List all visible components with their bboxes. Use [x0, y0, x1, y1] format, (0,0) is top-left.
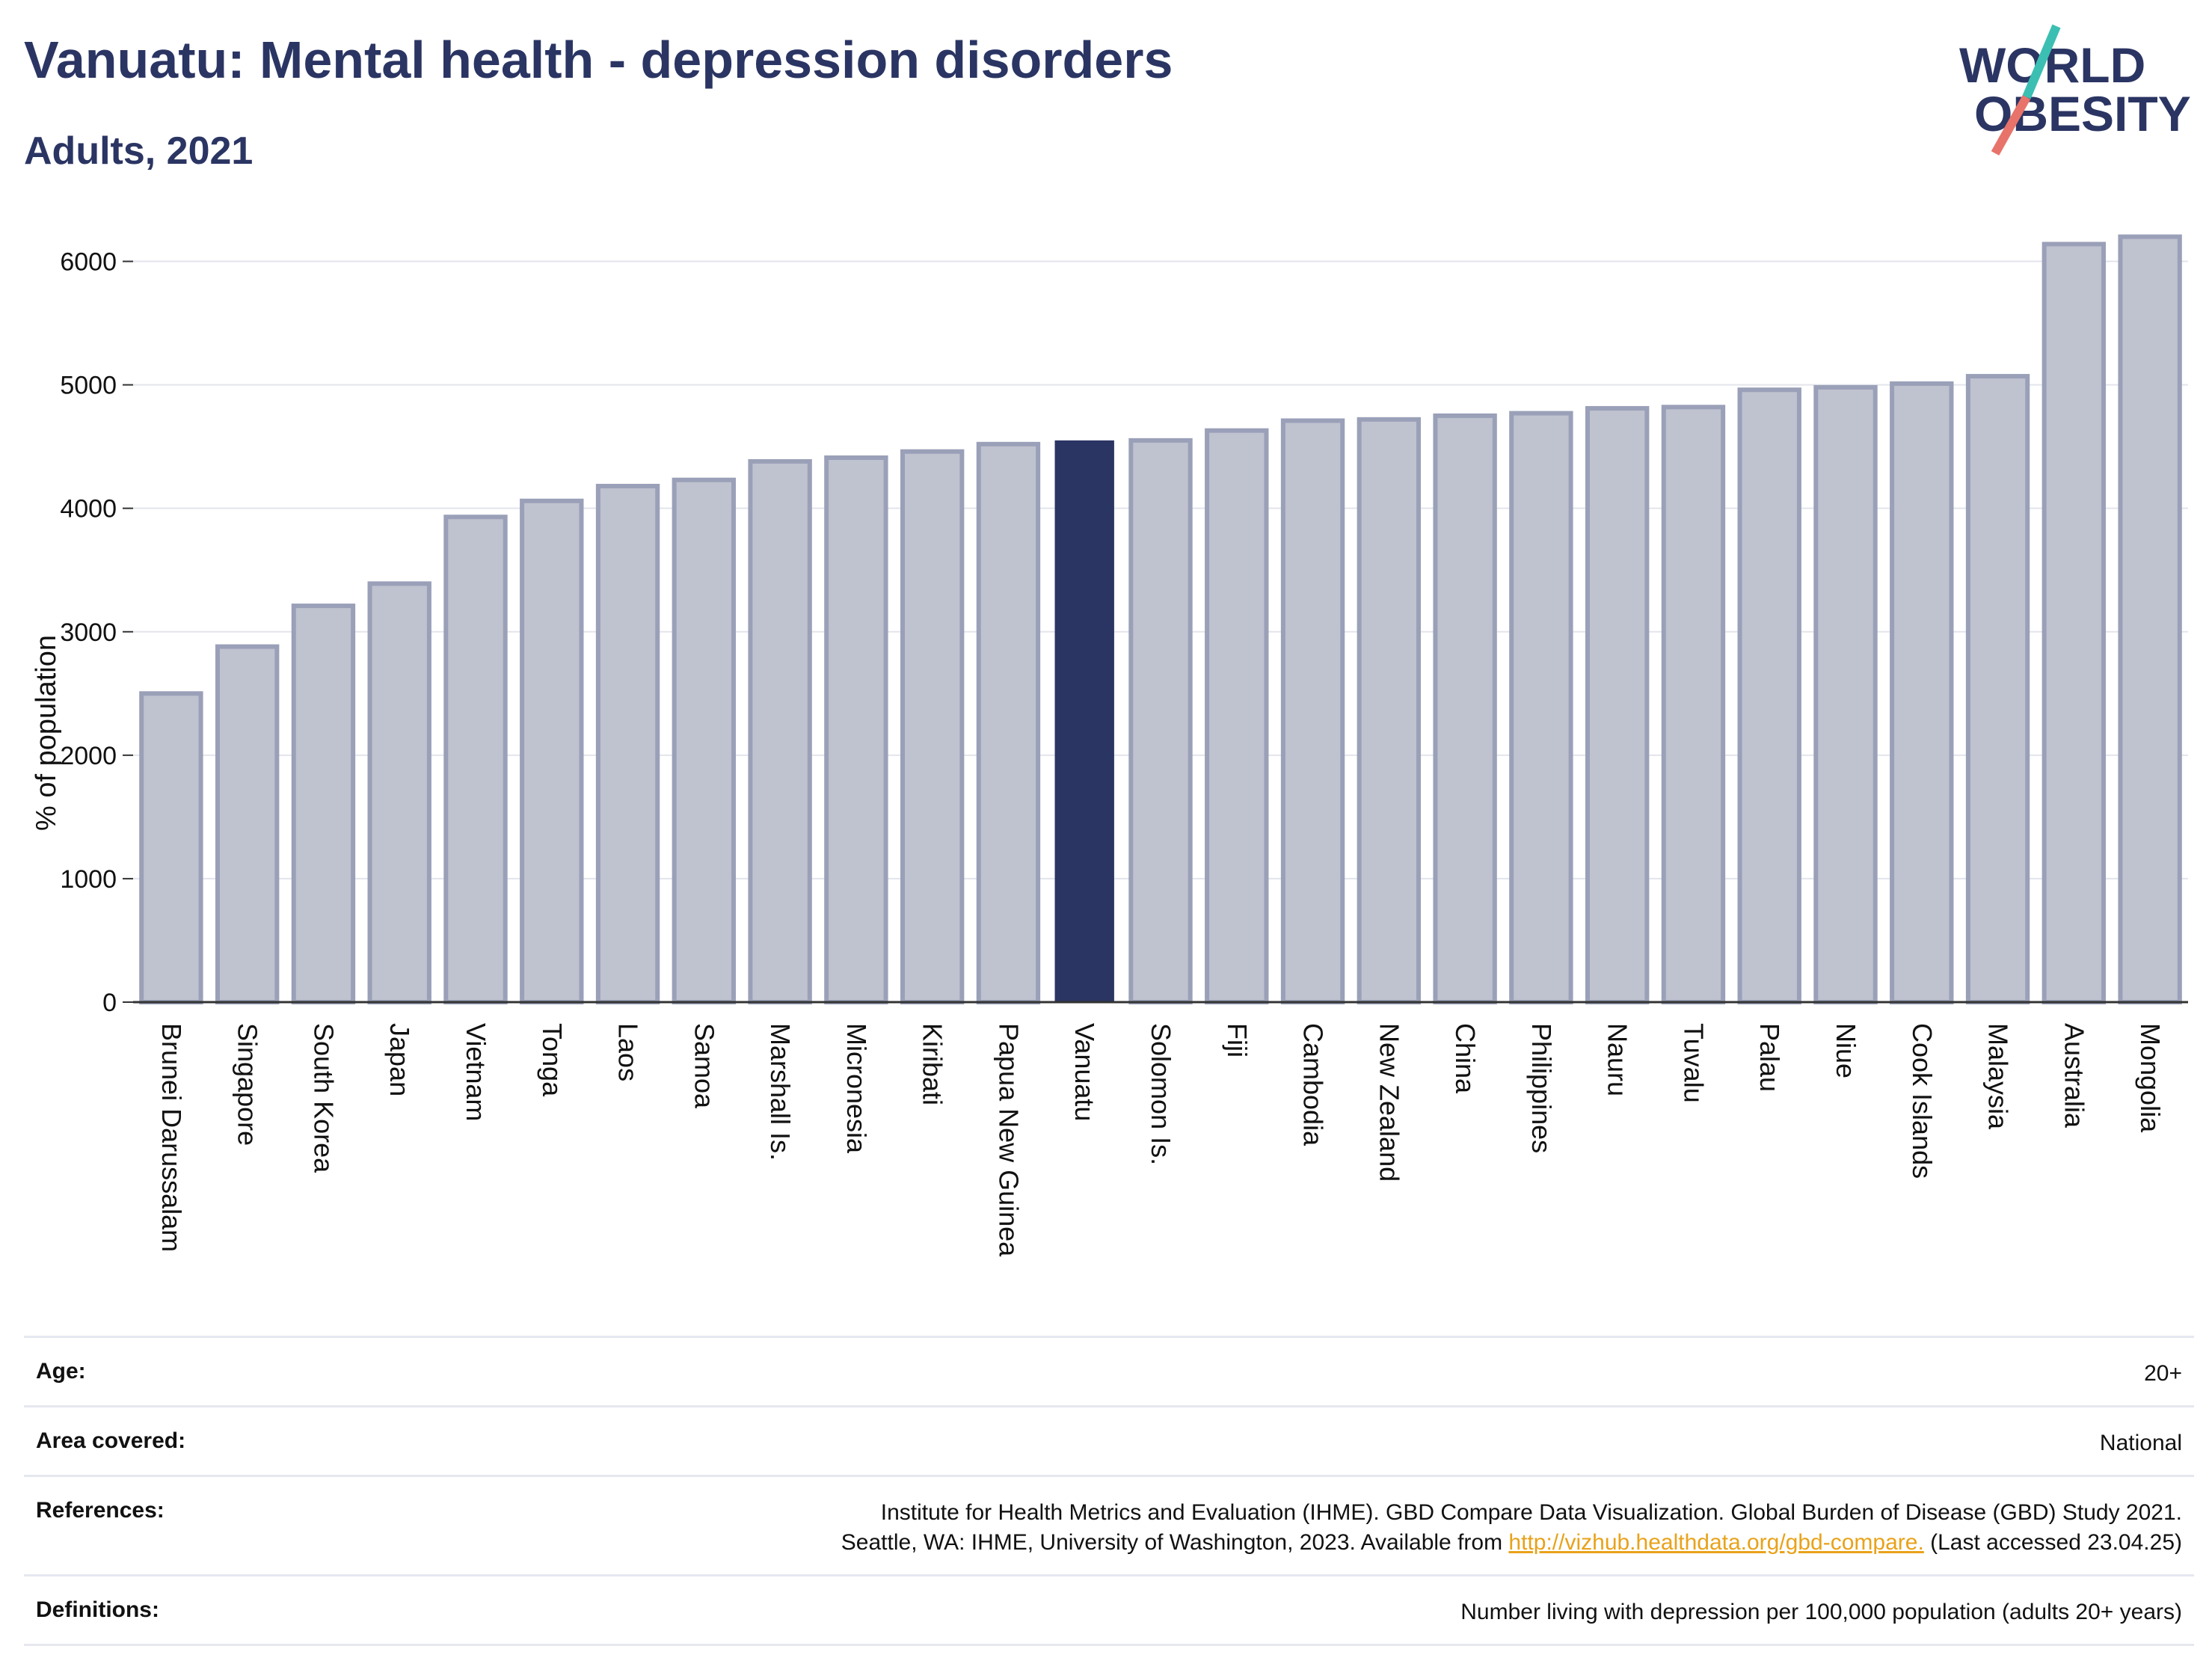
bar [1433, 413, 1497, 1004]
y-tick-label: 5000 [60, 372, 117, 400]
definitions-value: Number living with depression per 100,00… [1460, 1600, 2182, 1624]
x-tick-label: Tonga [537, 1023, 568, 1097]
x-tick-label: Laos [613, 1023, 644, 1081]
x-tick-label: Tuvalu [1678, 1023, 1709, 1103]
references-value: Institute for Health Metrics and Evaluat… [841, 1498, 2182, 1558]
x-tick-label: Malaysia [1983, 1023, 2014, 1130]
x-tick-label: Cambodia [1298, 1023, 1329, 1146]
bar [1205, 428, 1269, 1004]
y-tick-label: 0 [102, 989, 117, 1017]
x-tick-label: Papua New Guinea [993, 1023, 1024, 1257]
y-axis-label: % of population [31, 635, 62, 831]
world-obesity-logo: WORLD OBESITY [1959, 24, 2191, 156]
references-line2-suffix: (Last accessed 23.04.25) [1930, 1530, 2182, 1555]
x-tick-label: Mongolia [2135, 1023, 2166, 1133]
bar [748, 458, 812, 1004]
area-label: Area covered: [36, 1428, 186, 1453]
bar [215, 644, 280, 1004]
bar [1509, 411, 1573, 1004]
x-tick-label: Samoa [689, 1023, 719, 1109]
metadata-table: Age: 20+ Area covered: National Referenc… [24, 1336, 2194, 1646]
x-tick-label: Singapore [233, 1023, 263, 1146]
logo-teal-stroke [2022, 24, 2061, 99]
bar [2042, 242, 2107, 1004]
footer-row-area: Area covered: National [24, 1405, 2194, 1475]
y-tick-label: 2000 [60, 742, 117, 770]
x-tick-label: Fiji [1222, 1023, 1253, 1057]
age-value: 20+ [2144, 1361, 2182, 1386]
footer-row-definitions: Definitions: Number living with depressi… [24, 1574, 2194, 1646]
bar [139, 691, 203, 1004]
references-line1: Institute for Health Metrics and Evaluat… [880, 1500, 2182, 1525]
x-tick-label: Philippines [1526, 1023, 1557, 1153]
bar [520, 498, 584, 1004]
bar [1890, 381, 1954, 1004]
footer-row-references: References: Institute for Health Metrics… [24, 1475, 2194, 1574]
x-tick-label: Niue [1831, 1023, 1861, 1078]
logo-coral-stroke [1991, 95, 2031, 156]
bar [2118, 234, 2182, 1004]
page-title: Vanuatu: Mental health - depression diso… [24, 31, 1173, 89]
bar [1280, 418, 1345, 1004]
bar [1737, 387, 1801, 1004]
footer-row-age: Age: 20+ [24, 1336, 2194, 1405]
age-label: Age: [36, 1359, 86, 1384]
bar [1128, 437, 1193, 1004]
x-tick-label: Micronesia [841, 1023, 872, 1154]
references-label: References: [36, 1498, 165, 1523]
x-tick-label: Marshall Is. [765, 1023, 796, 1161]
bar [1965, 374, 2030, 1004]
y-tick-label: 4000 [60, 495, 117, 523]
bar [900, 449, 965, 1004]
x-tick-label: China [1450, 1023, 1481, 1094]
bar [1357, 417, 1422, 1004]
bar [824, 455, 888, 1004]
references-link[interactable]: http://vizhub.healthdata.org/gbd-compare… [1508, 1530, 1924, 1555]
bar [1585, 405, 1650, 1004]
references-line2-prefix: Seattle, WA: IHME, University of Washing… [841, 1530, 1503, 1555]
bar [367, 581, 431, 1004]
bar [1813, 384, 1878, 1004]
page-subtitle: Adults, 2021 [24, 129, 254, 173]
area-value: National [2099, 1431, 2182, 1455]
bar [1054, 440, 1114, 1002]
x-tick-label: Nauru [1603, 1023, 1633, 1096]
x-tick-label: Palau [1754, 1023, 1785, 1092]
y-tick-label: 1000 [60, 865, 117, 894]
bar [1661, 405, 1726, 1004]
references-line2: Seattle, WA: IHME, University of Washing… [841, 1528, 2182, 1558]
x-tick-label: Cook Islands [1907, 1023, 1938, 1179]
x-tick-label: Australia [2059, 1023, 2089, 1129]
x-tick-label: South Korea [308, 1023, 339, 1173]
bar-chart: 0 1000 2000 3000 4000 5000 6000 % of population… [31, 234, 2188, 1257]
bar [976, 441, 1041, 1004]
x-tick-label: Solomon Is. [1146, 1023, 1176, 1165]
bar [443, 515, 508, 1004]
bar [595, 483, 660, 1004]
x-tick-label: Japan [384, 1023, 415, 1096]
x-tick-label: Vanuatu [1069, 1023, 1100, 1121]
definitions-label: Definitions: [36, 1597, 159, 1622]
x-tick-label: New Zealand [1374, 1023, 1404, 1182]
x-tick-label: Brunei Darussalam [156, 1023, 187, 1252]
bar [291, 604, 356, 1004]
y-tick-label: 3000 [60, 618, 117, 647]
x-tick-label: Kiribati [918, 1023, 948, 1105]
bar [672, 477, 737, 1004]
y-tick-label: 6000 [60, 248, 117, 277]
x-tick-label: Vietnam [461, 1023, 491, 1121]
